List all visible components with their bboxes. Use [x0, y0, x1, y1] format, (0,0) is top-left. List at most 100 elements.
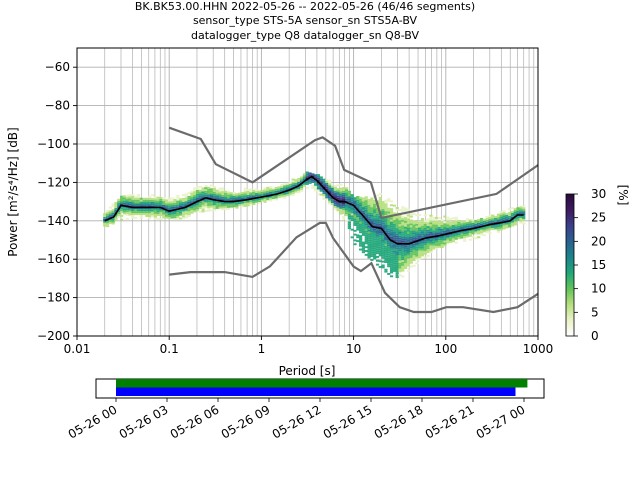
pdf-cell: [429, 251, 433, 254]
pdf-cell: [367, 214, 371, 217]
pdf-cell: [195, 205, 200, 208]
pdf-cell: [412, 234, 416, 237]
pdf-cell: [266, 188, 270, 191]
pdf-cell: [311, 181, 315, 183]
pdf-cell: [165, 214, 169, 217]
pdf-cell: [375, 234, 380, 237]
pdf-cell: [384, 257, 388, 260]
pdf-cell: [190, 202, 194, 205]
pdf-cell: [375, 263, 380, 266]
pdf-cell: [437, 224, 441, 227]
pdf-cell: [128, 209, 132, 212]
pdf-cell: [215, 205, 219, 207]
pdf-cell: [381, 206, 385, 209]
pdf-cell: [215, 193, 219, 196]
pdf-cell: [384, 220, 388, 223]
pdf-cell: [356, 224, 360, 227]
pdf-cell: [426, 251, 430, 253]
pdf-cell: [347, 215, 351, 218]
pdf-cell: [370, 255, 374, 258]
pdf-cell: [314, 174, 318, 177]
pdf-cell: [519, 208, 523, 211]
pdf-cell: [150, 215, 155, 218]
pdf-cell: [375, 223, 380, 226]
pdf-cell: [496, 217, 501, 220]
pdf-cell: [451, 221, 456, 224]
pdf-cell: [184, 210, 188, 213]
pdf-cell: [395, 224, 399, 227]
pdf-cell: [378, 231, 382, 234]
pdf-cell: [297, 187, 301, 190]
pdf-cell: [474, 231, 478, 234]
pdf-cell: [165, 203, 169, 206]
pdf-cell: [330, 202, 335, 205]
pdf-cell: [415, 246, 419, 249]
pdf-cell: [505, 214, 509, 217]
pdf-cell: [142, 205, 146, 208]
pdf-cell: [392, 262, 396, 265]
pdf-cell: [375, 240, 380, 243]
pdf-cell: [415, 214, 419, 217]
pdf-cell: [145, 201, 149, 204]
pdf-cell: [418, 237, 422, 239]
pdf-cell: [347, 221, 351, 224]
pdf-cell: [347, 223, 351, 226]
pdf-cell: [128, 200, 132, 203]
pdf-cell: [392, 223, 396, 226]
pdf-cell: [162, 206, 166, 209]
pdf-cell: [336, 188, 340, 191]
pdf-cell: [153, 204, 157, 207]
pdf-cell: [398, 226, 402, 229]
pdf-cell: [291, 182, 295, 185]
pdf-cell: [412, 259, 416, 262]
pdf-cell: [184, 214, 188, 217]
pdf-cell: [429, 247, 433, 250]
pdf-cell: [398, 235, 402, 238]
pdf-cell: [359, 229, 363, 232]
pdf-cell: [426, 249, 430, 252]
pdf-cell: [468, 223, 472, 226]
pdf-cell: [423, 223, 427, 226]
pdf-cell: [392, 250, 396, 253]
pdf-cell: [336, 195, 340, 198]
pdf-cell: [434, 238, 439, 240]
pdf-cell: [120, 199, 124, 202]
pdf-cell: [181, 197, 186, 200]
pdf-cell: [361, 247, 366, 250]
pdf-cell: [406, 258, 411, 261]
pdf-cell: [370, 258, 374, 261]
pdf-cell: [266, 198, 270, 201]
pdf-cell: [269, 188, 273, 191]
pdf-cell: [187, 215, 191, 218]
pdf-cell: [139, 205, 143, 208]
pdf-cell: [409, 255, 413, 258]
pdf-cell: [263, 189, 267, 192]
pdf-cell: [111, 220, 115, 223]
pdf-cell: [423, 227, 427, 230]
pdf-cell: [131, 211, 135, 214]
pdf-cell: [387, 261, 391, 264]
pdf-cell: [415, 239, 419, 242]
pdf-cell: [187, 199, 191, 202]
pdf-cell: [150, 213, 155, 216]
pdf-cell: [240, 197, 245, 200]
pdf-cell: [465, 233, 470, 236]
pdf-cell: [401, 263, 405, 266]
pdf-cell: [218, 206, 222, 209]
pdf-cell: [229, 192, 233, 195]
pdf-cell: [404, 228, 408, 231]
pdf-cell: [454, 232, 458, 234]
pdf-cell: [285, 188, 290, 191]
timeline-tick-label: 05-26 18: [372, 402, 426, 441]
pdf-cell: [451, 224, 456, 227]
pdf-cell: [378, 235, 382, 238]
pdf-cell: [125, 194, 129, 197]
pdf-cell: [406, 222, 411, 225]
pdf-cell: [398, 251, 402, 254]
pdf-cell: [434, 241, 439, 244]
y-tick-label: −160: [37, 252, 70, 266]
pdf-cell: [384, 241, 388, 244]
pdf-cell: [252, 193, 256, 196]
pdf-cell: [409, 254, 413, 256]
pdf-cell: [460, 221, 464, 224]
